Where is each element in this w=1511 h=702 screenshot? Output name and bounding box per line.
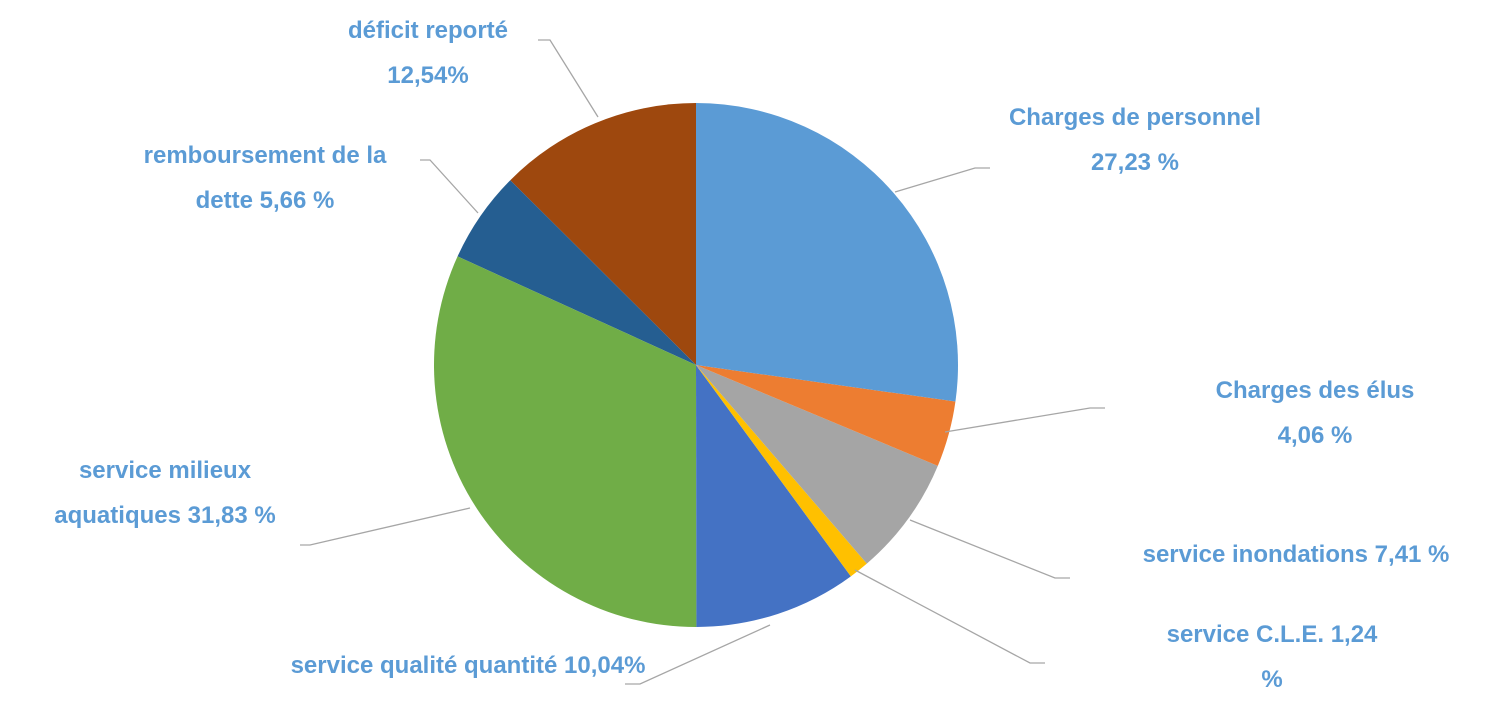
value-label: 27,23 % <box>1090 149 1180 176</box>
pie-slice <box>696 103 958 402</box>
category-label: Charges de personnel <box>1008 104 1262 131</box>
slice-label: service C.L.E. 1,24 % <box>1162 612 1382 702</box>
value-label: 4,06 % <box>1277 422 1353 449</box>
leader-line <box>854 569 1045 664</box>
pie-slice <box>457 180 696 365</box>
category-label: service C.L.E. <box>1166 621 1325 648</box>
value-label: 12,54% <box>387 62 469 89</box>
category-label: déficit reporté <box>347 17 509 44</box>
category-label: service inondations <box>1142 541 1368 568</box>
leader-lines <box>300 39 1105 685</box>
pie-slice <box>696 365 938 564</box>
value-label: 31,83 % <box>187 502 276 529</box>
leader-line <box>894 167 990 193</box>
pie-slice <box>696 365 851 627</box>
slice-label: service inondations 7,41 % <box>1036 532 1511 577</box>
leader-line <box>909 519 1070 579</box>
value-label: 10,04% <box>564 652 646 679</box>
pie-slice <box>510 103 696 365</box>
slice-label: remboursement de la dette 5,66 % <box>133 133 398 223</box>
slice-label: service qualité quantité 10,04% <box>208 643 728 688</box>
leader-line <box>625 624 771 685</box>
slice-label: service milieux aquatiques 31,83 % <box>28 448 303 538</box>
category-label: service qualité quantité <box>290 652 558 679</box>
value-label: 1,24 % <box>1261 621 1378 693</box>
category-label: service milieux aquatiques <box>54 457 252 529</box>
pie-slice <box>434 256 697 627</box>
category-label: remboursement de la dette <box>143 142 387 214</box>
slice-label: Charges de personnel 27,23 % <box>1003 95 1268 185</box>
slice-label: Charges des élus 4,06 % <box>1190 368 1440 458</box>
value-label: 5,66 % <box>259 187 335 214</box>
leader-line <box>420 159 479 214</box>
pie-slice <box>696 365 956 466</box>
leader-line <box>538 39 599 118</box>
category-label: Charges des élus <box>1215 377 1415 404</box>
leader-line <box>300 507 471 546</box>
leader-line <box>944 407 1105 433</box>
value-label: 7,41 % <box>1374 541 1450 568</box>
slice-label: déficit reporté 12,54% <box>313 8 543 98</box>
pie-slice <box>696 365 867 577</box>
